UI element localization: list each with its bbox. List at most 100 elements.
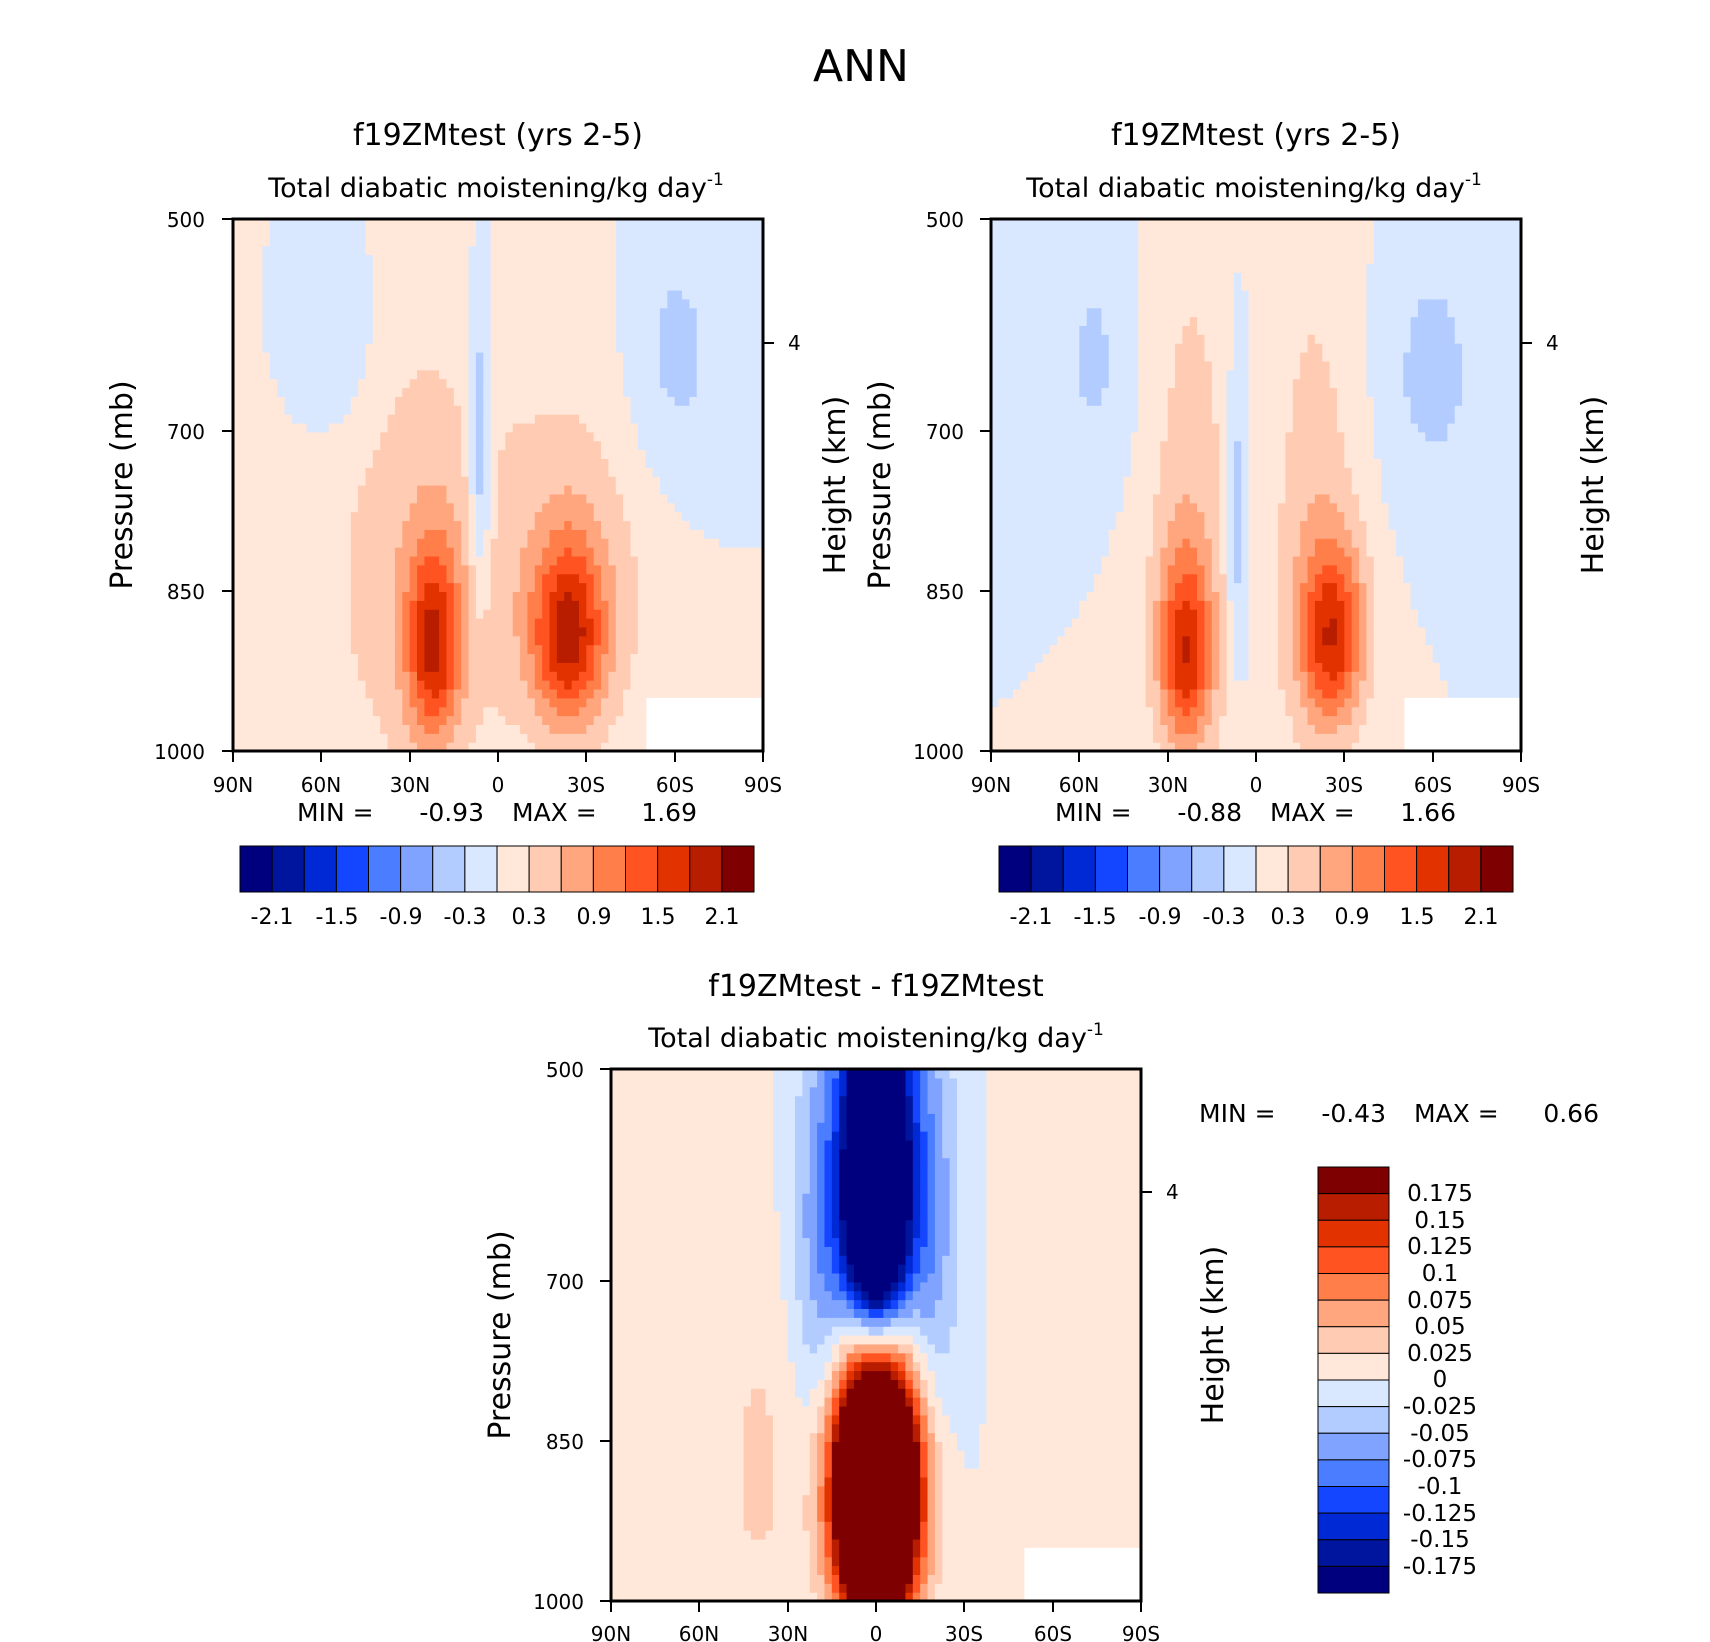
field-cell <box>468 307 477 318</box>
field-cell <box>372 387 381 397</box>
field-cell <box>453 502 462 513</box>
field-cell <box>468 360 477 371</box>
field-cell <box>483 316 492 326</box>
field-cell <box>498 671 506 681</box>
field-cell <box>1130 733 1139 743</box>
field-cell <box>1233 706 1242 717</box>
field-cell <box>402 538 411 548</box>
field-cell <box>394 653 403 663</box>
field-cell <box>1057 733 1066 743</box>
field-cell <box>336 742 345 751</box>
field-cell <box>615 236 624 247</box>
field-cell <box>306 529 315 539</box>
field-cell <box>490 396 499 406</box>
field-cell <box>358 511 367 522</box>
field-cell <box>350 502 359 513</box>
field-cell <box>696 502 705 513</box>
field-cell <box>328 378 337 389</box>
field-cell <box>380 431 389 442</box>
field-cell <box>1373 697 1382 708</box>
field-cell <box>586 405 595 415</box>
field-cell <box>726 440 735 451</box>
colorbar-label: -1.5 <box>316 905 359 930</box>
field-cell <box>740 564 749 575</box>
field-cell <box>394 529 403 539</box>
field-cell <box>1094 697 1103 708</box>
field-cell <box>696 378 705 389</box>
field-cell <box>233 742 241 751</box>
field-cell <box>1395 724 1404 734</box>
field-cell <box>255 618 264 628</box>
field-cell <box>313 245 322 256</box>
field-cell <box>1042 715 1051 725</box>
field-cell <box>424 343 433 353</box>
field-cell <box>321 369 330 380</box>
field-cell <box>498 396 506 406</box>
field-cell <box>1300 715 1309 725</box>
field-cell <box>498 352 506 362</box>
field-cell <box>682 422 690 433</box>
field-cell <box>696 254 705 264</box>
field-cell <box>387 662 396 672</box>
field-cell <box>564 706 573 717</box>
field-cell <box>1101 724 1110 734</box>
field-cell <box>483 431 492 442</box>
field-cell <box>608 555 617 566</box>
field-cell <box>417 343 425 353</box>
field-cell <box>748 467 757 477</box>
field-cell <box>527 511 536 522</box>
field-cell <box>733 458 742 468</box>
field-cell <box>1152 706 1161 717</box>
field-cell <box>542 582 551 592</box>
field-cell <box>277 591 286 601</box>
field-cell <box>630 219 639 229</box>
field-cell <box>299 609 308 619</box>
field-cell <box>704 662 713 672</box>
field-cell <box>601 582 610 592</box>
field-cell <box>1005 724 1014 734</box>
field-cell <box>1241 724 1250 734</box>
field-cell <box>630 618 639 628</box>
field-cell <box>255 440 264 451</box>
field-cell <box>262 573 271 584</box>
field-cell <box>365 547 374 557</box>
field-cell <box>623 573 632 584</box>
field-cell <box>431 281 440 291</box>
colorbar-swatch <box>528 845 562 893</box>
field-cell <box>358 440 367 451</box>
field-cell <box>255 316 264 326</box>
field-cell <box>343 281 352 291</box>
field-cell <box>461 245 470 256</box>
field-cell <box>490 591 499 601</box>
field-cell <box>240 573 249 584</box>
field-cell <box>571 281 580 291</box>
field-cell <box>593 449 602 459</box>
field-cell <box>652 440 661 451</box>
field-cell <box>387 263 396 273</box>
field-cell <box>571 378 580 389</box>
field-cell <box>247 281 256 291</box>
field-cell <box>277 440 286 451</box>
field-cell <box>431 555 440 566</box>
field-cell <box>689 680 698 690</box>
field-cell <box>461 582 470 592</box>
field-cell <box>1020 688 1029 699</box>
field-cell <box>601 511 610 522</box>
field-cell <box>571 343 580 353</box>
field-cell <box>446 493 455 504</box>
field-cell <box>674 405 683 415</box>
field-cell <box>601 263 610 273</box>
field-cell <box>1344 742 1353 751</box>
field-cell <box>233 653 241 663</box>
field-cell <box>682 662 690 672</box>
field-cell <box>365 493 374 504</box>
field-cell <box>1447 680 1456 690</box>
field-cell <box>483 254 492 264</box>
field-cell <box>233 289 241 300</box>
field-cell <box>505 573 514 584</box>
field-cell <box>277 547 286 557</box>
field-cell <box>534 227 543 238</box>
colorbar-swatch <box>657 845 691 893</box>
field-cell <box>387 440 396 451</box>
field-cell <box>439 352 448 362</box>
